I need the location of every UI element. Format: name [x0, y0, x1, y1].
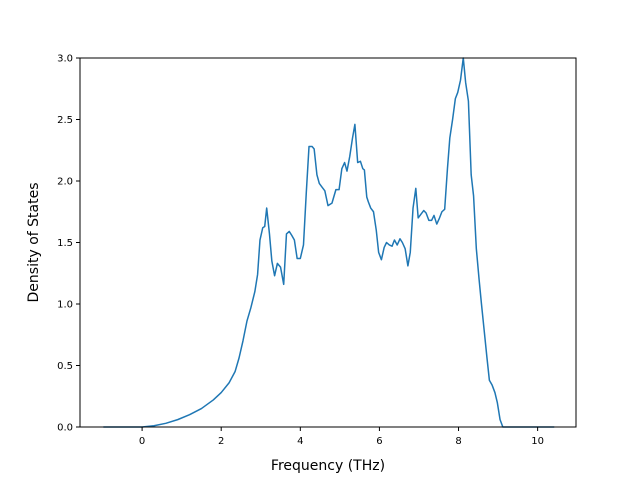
y-tick-label: 0.5: [57, 361, 73, 372]
axes-frame: [79, 57, 577, 428]
y-tick-label: 1.0: [57, 300, 73, 311]
y-axis-label: Density of States: [26, 183, 42, 303]
x-tick-label: 10: [531, 436, 544, 447]
y-ticks: 0.0 0.5 1.0 1.5 2.0 2.5 3.0: [57, 54, 80, 434]
y-tick-label: 3.0: [57, 54, 73, 65]
dos-series-line: [103, 57, 555, 428]
plot-layer: [103, 57, 555, 428]
x-tick-label: 0: [139, 436, 145, 447]
x-ticks: 0 2 4 6 8 10: [139, 427, 544, 447]
x-tick-label: 8: [455, 436, 461, 447]
y-tick-label: 2.5: [57, 115, 73, 126]
x-tick-label: 4: [297, 436, 303, 447]
x-tick-label: 6: [376, 436, 382, 447]
x-axis-label: Frequency (THz): [271, 458, 385, 474]
y-tick-label: 2.0: [57, 177, 73, 188]
y-tick-label: 0.0: [57, 423, 73, 434]
y-tick-label: 1.5: [57, 238, 73, 249]
x-tick-label: 2: [218, 436, 224, 447]
